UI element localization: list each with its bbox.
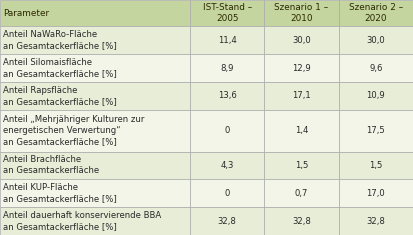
Text: 4,3: 4,3 bbox=[221, 161, 234, 170]
Text: Anteil dauerhaft konservierende BBA
an Gesamtackerfläche [%]: Anteil dauerhaft konservierende BBA an G… bbox=[3, 211, 161, 231]
Text: Anteil „Mehrjähriger Kulturen zur
energetischen Verwertung“
an Gesamtackerfläche: Anteil „Mehrjähriger Kulturen zur energe… bbox=[3, 115, 145, 146]
Text: 30,0: 30,0 bbox=[292, 36, 311, 45]
Text: Anteil Brachfläche
an Gesamtackerfläche: Anteil Brachfläche an Gesamtackerfläche bbox=[3, 155, 100, 176]
Bar bbox=[264, 152, 339, 179]
Bar bbox=[0, 54, 190, 82]
Bar bbox=[339, 110, 413, 152]
Text: 11,4: 11,4 bbox=[218, 36, 237, 45]
Text: Anteil KUP-Fläche
an Gesamtackerfläche [%]: Anteil KUP-Fläche an Gesamtackerfläche [… bbox=[3, 183, 117, 203]
Bar bbox=[190, 207, 264, 235]
Bar bbox=[190, 110, 264, 152]
Bar bbox=[0, 26, 190, 54]
Text: 1,5: 1,5 bbox=[369, 161, 382, 170]
Bar bbox=[339, 0, 413, 26]
Bar bbox=[339, 26, 413, 54]
Text: 10,9: 10,9 bbox=[366, 91, 385, 100]
Bar bbox=[264, 26, 339, 54]
Text: 32,8: 32,8 bbox=[366, 217, 385, 226]
Text: 0: 0 bbox=[224, 126, 230, 135]
Text: Anteil Silomaisfläche
an Gesamtackerfläche [%]: Anteil Silomaisfläche an Gesamtackerfläc… bbox=[3, 58, 117, 78]
Text: 12,9: 12,9 bbox=[292, 63, 311, 73]
Bar bbox=[339, 82, 413, 110]
Bar bbox=[264, 82, 339, 110]
Bar bbox=[264, 110, 339, 152]
Bar bbox=[0, 179, 190, 207]
Bar bbox=[0, 82, 190, 110]
Bar bbox=[339, 54, 413, 82]
Bar bbox=[339, 207, 413, 235]
Bar bbox=[190, 152, 264, 179]
Bar bbox=[0, 152, 190, 179]
Bar bbox=[264, 207, 339, 235]
Bar bbox=[190, 82, 264, 110]
Text: 30,0: 30,0 bbox=[366, 36, 385, 45]
Bar bbox=[0, 0, 190, 26]
Bar bbox=[0, 110, 190, 152]
Bar bbox=[190, 26, 264, 54]
Text: Szenario 2 –
2020: Szenario 2 – 2020 bbox=[349, 3, 403, 23]
Bar bbox=[0, 207, 190, 235]
Bar bbox=[264, 179, 339, 207]
Text: Parameter: Parameter bbox=[3, 9, 50, 18]
Text: 1,5: 1,5 bbox=[295, 161, 308, 170]
Bar bbox=[339, 152, 413, 179]
Bar bbox=[264, 0, 339, 26]
Bar bbox=[190, 54, 264, 82]
Text: 13,6: 13,6 bbox=[218, 91, 237, 100]
Bar bbox=[264, 54, 339, 82]
Text: 0: 0 bbox=[224, 189, 230, 198]
Bar bbox=[190, 179, 264, 207]
Text: 9,6: 9,6 bbox=[369, 63, 382, 73]
Text: 32,8: 32,8 bbox=[218, 217, 237, 226]
Text: 0,7: 0,7 bbox=[295, 189, 308, 198]
Text: 17,1: 17,1 bbox=[292, 91, 311, 100]
Text: IST-Stand –
2005: IST-Stand – 2005 bbox=[202, 3, 252, 23]
Bar bbox=[190, 0, 264, 26]
Bar bbox=[339, 179, 413, 207]
Text: 17,0: 17,0 bbox=[366, 189, 385, 198]
Text: 17,5: 17,5 bbox=[366, 126, 385, 135]
Text: Anteil NaWaRo-Fläche
an Gesamtackerfläche [%]: Anteil NaWaRo-Fläche an Gesamtackerfläch… bbox=[3, 30, 117, 50]
Text: 1,4: 1,4 bbox=[295, 126, 308, 135]
Text: Anteil Rapsfläche
an Gesamtackerfläche [%]: Anteil Rapsfläche an Gesamtackerfläche [… bbox=[3, 86, 117, 106]
Text: 32,8: 32,8 bbox=[292, 217, 311, 226]
Text: 8,9: 8,9 bbox=[221, 63, 234, 73]
Text: Szenario 1 –
2010: Szenario 1 – 2010 bbox=[274, 3, 329, 23]
